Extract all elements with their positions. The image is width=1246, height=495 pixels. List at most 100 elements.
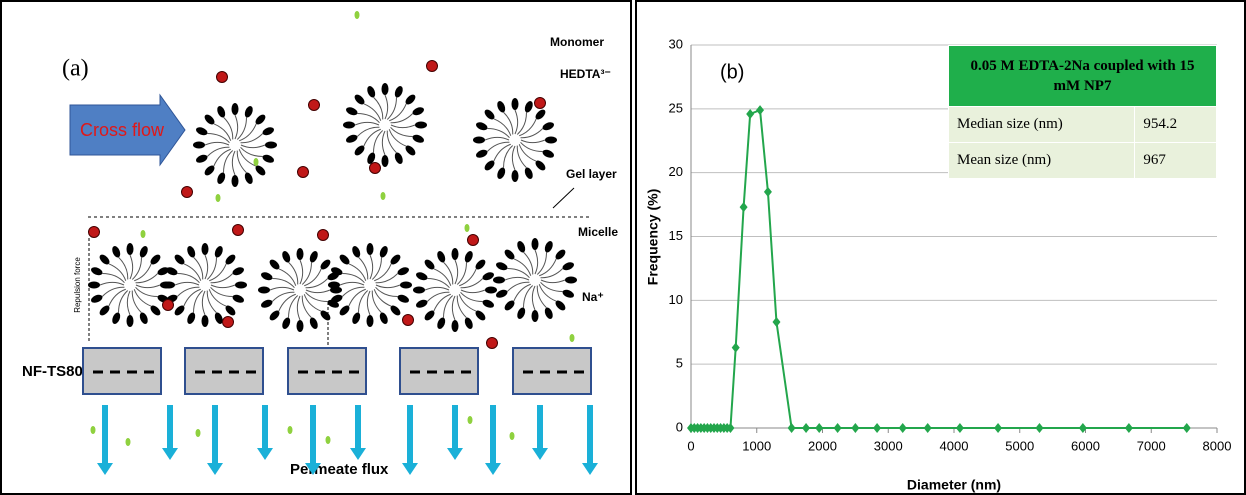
surfactant-head [296, 320, 304, 332]
surfactant-head [261, 272, 273, 281]
surfactant-head [150, 305, 161, 316]
surfactant-head [437, 317, 446, 329]
surfactant-head [524, 167, 533, 179]
surfactant-head [555, 249, 566, 260]
y-tick-label: 30 [669, 36, 683, 51]
surfactant-head [379, 246, 388, 258]
x-tick-label: 7000 [1137, 438, 1166, 453]
surfactant-tail [520, 141, 543, 152]
sodium-label: Na⁺ [582, 290, 604, 304]
surfactant-tail [240, 144, 266, 149]
marker [1124, 423, 1133, 433]
marker [1078, 423, 1087, 433]
surfactant-head [255, 114, 266, 125]
surfactant-tail [369, 254, 374, 280]
surfactant-head [544, 241, 553, 253]
cross-flow-arrow [69, 93, 186, 167]
surfactant-head [204, 114, 215, 125]
surfactant-tail [516, 112, 527, 135]
marker [1182, 423, 1191, 433]
surfactant-tail [131, 290, 142, 314]
surfactant-head [394, 152, 403, 164]
permeate-arrow [485, 405, 501, 475]
surfactant-tail [174, 281, 200, 286]
surfactant-head [201, 243, 209, 255]
surfactant-head [565, 276, 577, 284]
sodium-ion [354, 11, 360, 19]
surfactant-head [328, 281, 340, 289]
marker [802, 423, 811, 433]
surfactant-tail [305, 278, 329, 289]
x-tick-label: 6000 [1071, 438, 1100, 453]
surfactant-tail [341, 286, 365, 297]
surfactant-tail [386, 97, 397, 120]
surfactant-head [517, 307, 526, 319]
surfactant-head [346, 134, 358, 143]
y-tick-label: 25 [669, 100, 683, 115]
surfactant-tail [240, 133, 264, 144]
permeate-arrow [257, 405, 273, 460]
surfactant-tail [348, 263, 367, 281]
surfactant-tail [514, 109, 519, 135]
surfactant-head [139, 312, 148, 324]
surfactant-tail [427, 278, 450, 289]
surfactant-head [262, 154, 274, 163]
surfactant-tail [363, 128, 381, 147]
hedta-ion [297, 166, 309, 178]
table-cell: Mean size (nm) [947, 142, 1136, 179]
surfactant-tail [131, 257, 142, 280]
surfactant-head [269, 259, 280, 270]
surfactant-head [99, 305, 110, 316]
surfactant-tail [236, 117, 247, 140]
annotation: (b) [720, 61, 744, 83]
sodium-ion [569, 334, 575, 342]
surfactant-head [204, 165, 215, 176]
surfactant-head [517, 241, 526, 253]
surfactant-head [493, 276, 505, 284]
surfactant-tail [540, 279, 566, 284]
x-tick-label: 2000 [808, 438, 837, 453]
surfactant-tail [126, 290, 131, 316]
surfactant-head [244, 106, 253, 118]
sodium-ion [380, 192, 386, 200]
marker [815, 423, 824, 433]
surfactant-tail [305, 291, 328, 302]
surfactant-head [232, 267, 244, 276]
marker [763, 186, 772, 197]
surfactant-head [511, 98, 519, 110]
surfactant-head [174, 305, 185, 316]
surfactant-tail [176, 286, 200, 297]
surfactant-head [415, 121, 427, 129]
surfactant-head [309, 251, 318, 263]
surfactant-head [193, 141, 205, 149]
surfactant-tail [389, 103, 407, 122]
marker [726, 423, 735, 433]
y-tick-label: 0 [676, 419, 683, 434]
surfactant-head [99, 254, 110, 265]
permeate-arrow [582, 405, 598, 475]
sodium-ion [325, 436, 331, 444]
surfactant-tail [358, 256, 369, 280]
surfactant-tail [520, 128, 544, 139]
surfactant-tail [238, 149, 257, 167]
surfactant-tail [271, 291, 295, 302]
surfactant-head [535, 160, 546, 171]
surfactant-tail [531, 285, 536, 311]
surfactant-head [437, 251, 446, 263]
surfactant-tail [201, 290, 206, 316]
permeate-arrow [207, 405, 223, 475]
surfactant-tail [451, 295, 456, 321]
table-cell: 954.2 [1134, 106, 1217, 143]
permeate-label: Permeate flux [290, 461, 389, 478]
marker [787, 423, 796, 433]
surfactant-tail [342, 273, 365, 284]
surfactant-tail [536, 252, 547, 275]
surfactant-head [217, 172, 226, 184]
y-tick-label: 10 [669, 292, 683, 307]
surfactant-tail [456, 262, 467, 285]
x-tick-label: 4000 [940, 438, 969, 453]
surfactant-head [269, 310, 280, 321]
surfactant-tail [366, 290, 371, 316]
surfactant-tail [358, 290, 369, 313]
surfactant-head [339, 254, 350, 265]
